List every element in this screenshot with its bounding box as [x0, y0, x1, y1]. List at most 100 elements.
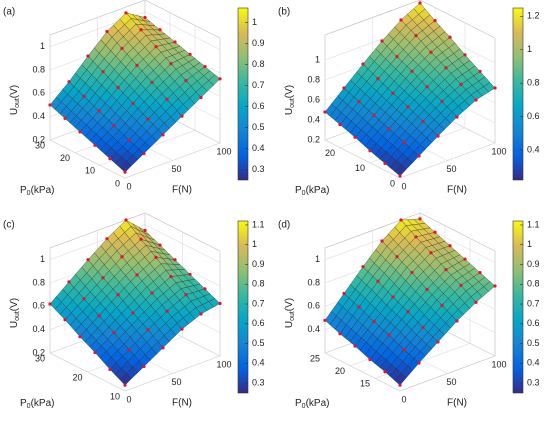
colorbar-tick-label: 1 — [252, 17, 257, 27]
colorbar-tick-label: 1.1 — [252, 219, 265, 229]
colorbar-tick-label: 0.6 — [527, 111, 540, 121]
grid-line — [399, 142, 496, 179]
z-tick-label: 0.4 — [32, 324, 45, 334]
data-point — [421, 119, 425, 123]
y-tick-label: 20 — [72, 372, 82, 382]
data-point — [372, 113, 376, 117]
data-point — [180, 114, 184, 118]
surface-patch — [394, 164, 407, 177]
data-point — [188, 272, 192, 276]
y-axis-label-part: (kPa) — [306, 185, 330, 196]
data-point — [108, 157, 112, 161]
data-point — [67, 80, 71, 84]
data-point — [154, 45, 158, 49]
data-point — [380, 239, 384, 243]
data-point — [101, 70, 105, 74]
z-tick-label: 1 — [40, 41, 45, 51]
y-tick-label: 10 — [110, 391, 120, 401]
data-point — [161, 133, 165, 137]
data-point — [120, 255, 124, 259]
grid-line — [324, 352, 401, 392]
z-axis-label-part: (V) — [9, 298, 20, 311]
data-point — [323, 110, 327, 114]
z-axis-label: Uout(V) — [9, 85, 21, 115]
data-point — [417, 154, 421, 158]
z-tick-label: 1 — [315, 254, 320, 264]
colorbar-tick-label: 0.8 — [527, 279, 540, 289]
data-point — [448, 35, 452, 39]
data-point — [116, 85, 120, 90]
data-point — [414, 235, 418, 239]
data-point — [436, 134, 440, 138]
data-point — [463, 53, 467, 57]
y-axis-label-part: 0 — [27, 190, 31, 197]
colorbar-tick-label: 0.7 — [252, 298, 265, 308]
y-tick-label: 30 — [35, 353, 45, 363]
data-point — [448, 244, 452, 248]
colorbar — [237, 7, 249, 181]
data-point — [342, 86, 346, 90]
data-point — [105, 29, 109, 34]
y-axis-label-part: (kPa) — [31, 398, 55, 409]
x-tick-label: 100 — [491, 146, 506, 156]
y-tick-label: 0 — [115, 178, 120, 188]
data-point — [131, 101, 135, 105]
y-axis-label-part: P — [295, 185, 302, 196]
z-axis-label-part: out — [14, 98, 21, 108]
data-point — [82, 297, 86, 301]
z-tick-label: 0.8 — [32, 64, 45, 74]
data-point — [459, 82, 463, 86]
data-point — [142, 151, 146, 156]
colorbar-tick-label: 0.6 — [252, 318, 265, 328]
data-point — [124, 218, 128, 222]
colorbar — [512, 7, 524, 181]
data-point — [455, 115, 459, 119]
z-axis-label-part: U — [9, 108, 20, 115]
z-axis-label-part: U — [284, 321, 295, 328]
y-tick-label: 20 — [335, 366, 345, 376]
data-point — [433, 19, 437, 23]
data-point — [425, 85, 429, 89]
colorbar-tick-label: 1.2 — [527, 11, 540, 21]
panel-label: (c) — [3, 220, 15, 231]
z-axis-label-part: (V) — [284, 298, 295, 311]
y-tick-label: 20 — [60, 153, 70, 163]
data-point — [158, 28, 162, 32]
data-point — [93, 143, 97, 147]
grid-line — [124, 142, 221, 179]
data-point — [357, 100, 361, 104]
data-point — [169, 275, 173, 279]
colorbar-tick-label: 0.5 — [252, 338, 265, 348]
data-point — [154, 255, 158, 259]
data-point — [139, 237, 143, 241]
z-tick-label: 0.8 — [307, 74, 320, 84]
data-point — [63, 318, 67, 322]
data-point — [218, 301, 222, 306]
panel: 0501001020300.20.40.60.81(c)F(N)P0(kPa)U… — [3, 212, 265, 410]
data-point — [150, 291, 154, 295]
data-point — [67, 280, 71, 284]
data-point — [143, 15, 147, 20]
surface-patch — [119, 373, 132, 386]
data-point — [218, 77, 222, 81]
data-point — [455, 319, 459, 323]
data-point — [78, 130, 82, 134]
data-point — [184, 78, 188, 83]
data-point — [146, 117, 150, 121]
data-point — [429, 251, 433, 255]
data-point — [418, 217, 422, 221]
y-axis-label: P0(kPa) — [295, 185, 329, 197]
data-point — [410, 69, 414, 73]
z-tick-label: 0.6 — [307, 94, 320, 104]
z-axis-label-part: out — [289, 311, 296, 321]
z-axis-label: Uout(V) — [284, 298, 296, 328]
data-point — [417, 361, 421, 365]
y-axis-label-part: 0 — [27, 403, 31, 410]
colorbar-tick-label: 0.8 — [252, 59, 265, 69]
colorbar-tick-label: 0.5 — [527, 338, 540, 348]
surface-patch — [119, 161, 132, 173]
colorbar-tick-label: 0.3 — [252, 164, 265, 174]
data-point — [440, 99, 444, 103]
colorbar-tick-label: 0.8 — [527, 78, 540, 88]
